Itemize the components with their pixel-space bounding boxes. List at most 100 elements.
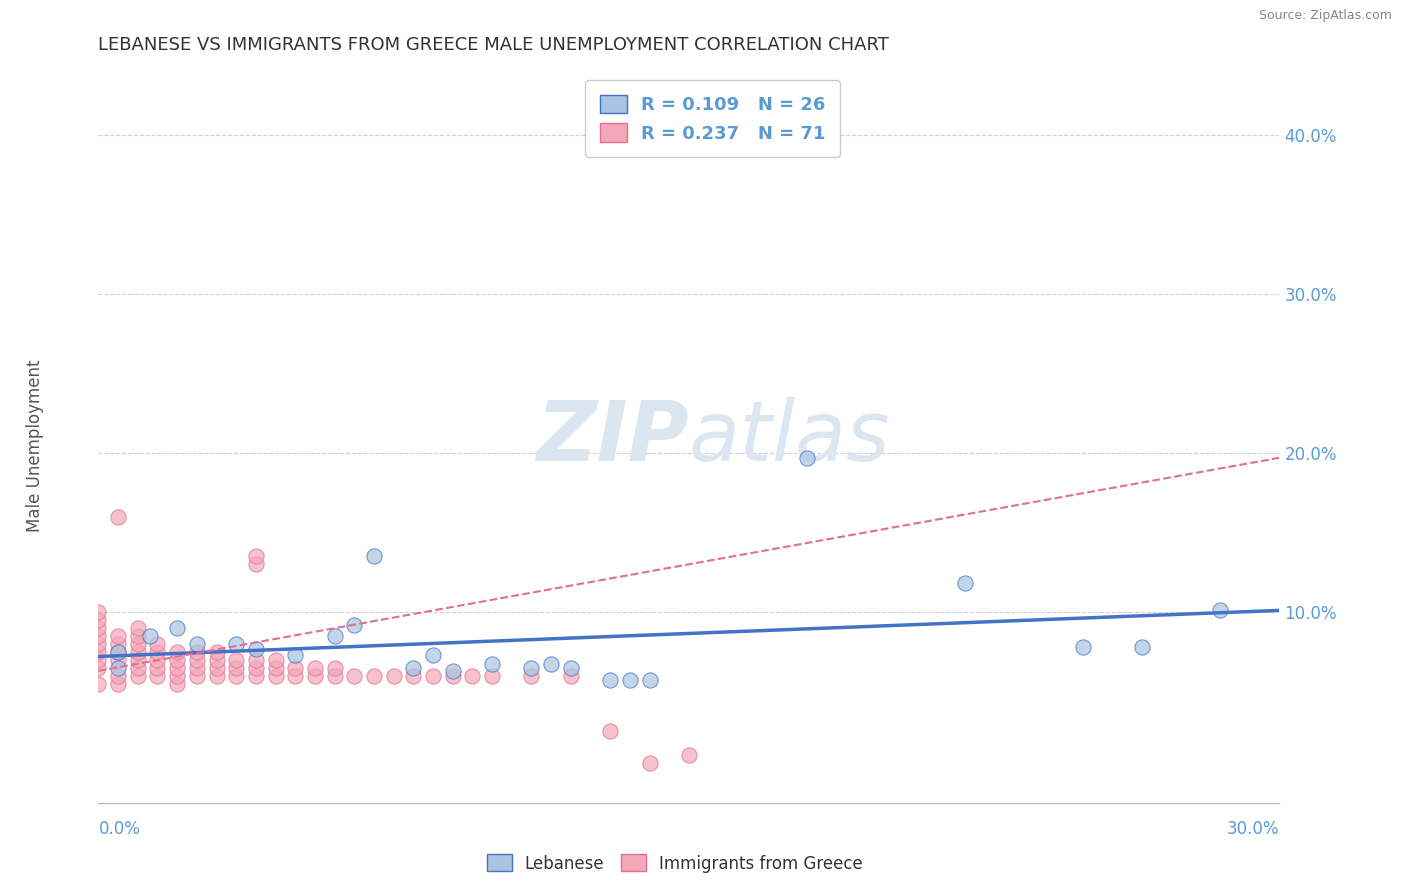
Point	[107, 509, 129, 524]
Point	[166, 668, 188, 682]
Point	[127, 621, 149, 635]
Text: Male Unemployment: Male Unemployment	[27, 359, 44, 533]
Point	[146, 637, 169, 651]
Text: atlas: atlas	[689, 397, 890, 477]
Point	[146, 645, 169, 659]
Point	[205, 668, 228, 682]
Point	[107, 629, 129, 643]
Point	[87, 613, 110, 627]
Point	[107, 645, 129, 659]
Point	[87, 621, 110, 635]
Point	[225, 653, 247, 667]
Point	[422, 648, 444, 662]
Point	[441, 664, 464, 678]
Point	[245, 558, 267, 572]
Point	[1071, 640, 1094, 654]
Text: 30.0%: 30.0%	[1227, 820, 1279, 838]
Point	[107, 637, 129, 651]
Point	[599, 724, 621, 739]
Point	[560, 660, 582, 674]
Point	[796, 450, 818, 465]
Point	[225, 668, 247, 682]
Point	[205, 653, 228, 667]
Point	[481, 668, 503, 682]
Point	[363, 668, 385, 682]
Point	[166, 621, 188, 635]
Point	[323, 629, 346, 643]
Point	[186, 645, 208, 659]
Point	[304, 660, 326, 674]
Point	[560, 668, 582, 682]
Point	[87, 637, 110, 651]
Point	[520, 660, 543, 674]
Point	[245, 653, 267, 667]
Point	[107, 645, 129, 659]
Point	[678, 748, 700, 763]
Point	[166, 653, 188, 667]
Point	[87, 645, 110, 659]
Point	[382, 668, 405, 682]
Point	[245, 668, 267, 682]
Point	[146, 668, 169, 682]
Point	[245, 549, 267, 564]
Point	[107, 668, 129, 682]
Point	[481, 657, 503, 672]
Point	[87, 629, 110, 643]
Point	[205, 660, 228, 674]
Point	[304, 668, 326, 682]
Point	[638, 673, 661, 688]
Point	[461, 668, 484, 682]
Point	[127, 668, 149, 682]
Point	[323, 668, 346, 682]
Point	[107, 660, 129, 674]
Point	[343, 617, 366, 632]
Legend: Lebanese, Immigrants from Greece: Lebanese, Immigrants from Greece	[479, 847, 870, 880]
Point	[146, 660, 169, 674]
Point	[127, 629, 149, 643]
Point	[127, 653, 149, 667]
Text: LEBANESE VS IMMIGRANTS FROM GREECE MALE UNEMPLOYMENT CORRELATION CHART: LEBANESE VS IMMIGRANTS FROM GREECE MALE …	[98, 36, 890, 54]
Point	[638, 756, 661, 770]
Point	[166, 676, 188, 690]
Point	[245, 641, 267, 656]
Point	[1209, 603, 1232, 617]
Point	[107, 676, 129, 690]
Text: ZIP: ZIP	[536, 397, 689, 477]
Point	[619, 673, 641, 688]
Point	[540, 657, 562, 672]
Point	[186, 653, 208, 667]
Point	[166, 660, 188, 674]
Point	[186, 637, 208, 651]
Point	[107, 653, 129, 667]
Point	[264, 660, 287, 674]
Text: 0.0%: 0.0%	[98, 820, 141, 838]
Point	[1130, 640, 1153, 654]
Point	[127, 637, 149, 651]
Point	[363, 549, 385, 564]
Point	[146, 653, 169, 667]
Point	[402, 668, 425, 682]
Point	[87, 676, 110, 690]
Point	[127, 645, 149, 659]
Point	[422, 668, 444, 682]
Point	[343, 668, 366, 682]
Point	[87, 605, 110, 619]
Point	[245, 660, 267, 674]
Point	[138, 629, 160, 643]
Point	[205, 645, 228, 659]
Point	[520, 668, 543, 682]
Point	[953, 576, 976, 591]
Point	[284, 668, 307, 682]
Point	[186, 660, 208, 674]
Point	[225, 660, 247, 674]
Point	[264, 653, 287, 667]
Point	[87, 660, 110, 674]
Point	[402, 660, 425, 674]
Point	[87, 653, 110, 667]
Point	[166, 645, 188, 659]
Point	[264, 668, 287, 682]
Point	[284, 660, 307, 674]
Point	[599, 673, 621, 688]
Point	[284, 648, 307, 662]
Legend: R = 0.109   N = 26, R = 0.237   N = 71: R = 0.109 N = 26, R = 0.237 N = 71	[585, 80, 839, 157]
